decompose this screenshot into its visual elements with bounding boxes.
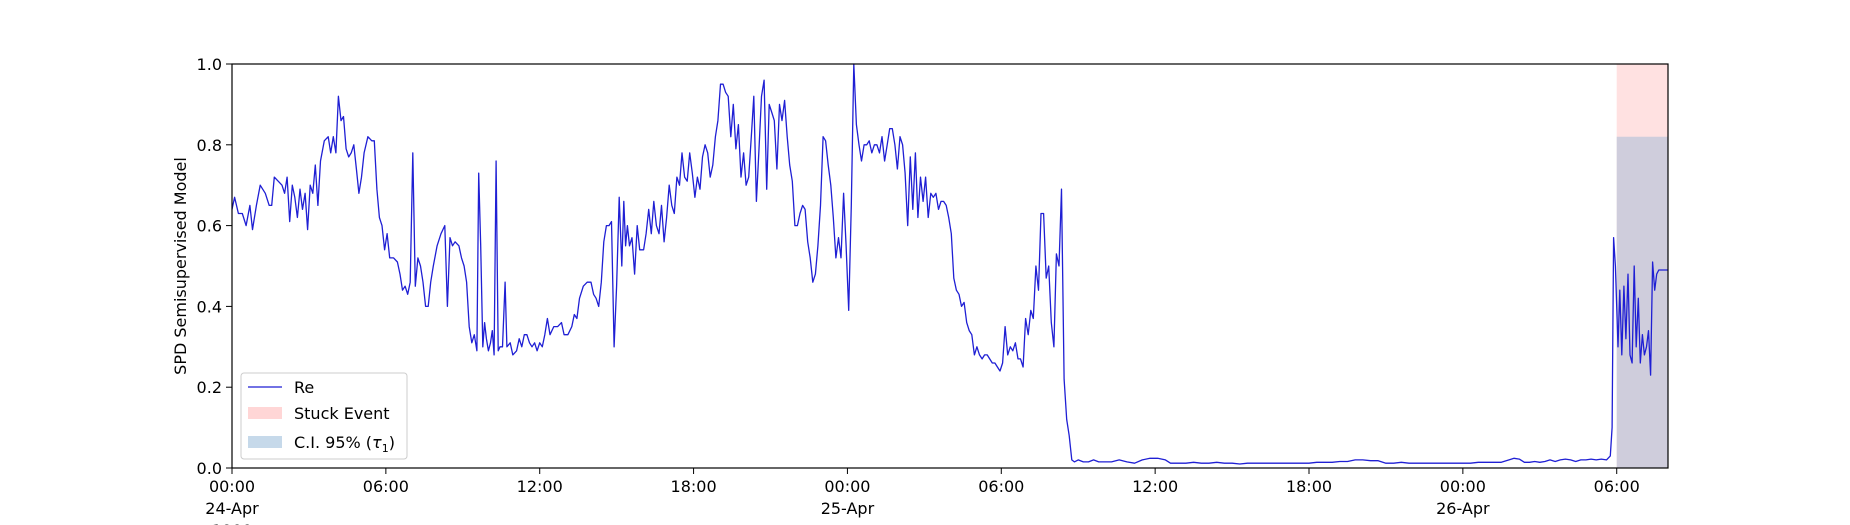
legend-label-ci-text: C.I. 95% ( (294, 433, 372, 452)
y-tick-label: 1.0 (197, 55, 222, 74)
x-tick-label: 00:00 (824, 477, 870, 496)
legend-label-ci-symbol: τ (372, 433, 382, 452)
x-tick-label: 06:00 (363, 477, 409, 496)
x-tick-label: 06:00 (978, 477, 1024, 496)
series-line-re (231, 63, 1668, 465)
x-tick-label: 18:00 (1286, 477, 1332, 496)
x-axis: 00:00 24-Apr 1900 06:00 12:00 18:00 00:00 25-Ap… (205, 468, 1640, 525)
legend-label-re: Re (294, 378, 314, 397)
region-ci-95 (1616, 136, 1668, 468)
x-tick-label: 06:00 (1594, 477, 1640, 496)
y-tick-label: 0.2 (197, 378, 222, 397)
x-tick-label: 12:00 (1132, 477, 1178, 496)
x-tick-label: 1900 (212, 521, 253, 525)
y-tick-label: 0.6 (197, 217, 222, 236)
legend: Re Stuck Event C.I. 95% (τ1) (240, 372, 408, 460)
legend-label-ci-subscript: 1 (382, 442, 389, 455)
gridless-plot (231, 63, 1668, 465)
x-tick-label: 00:00 (209, 477, 255, 496)
x-tick-label: 18:00 (671, 477, 717, 496)
x-tick-label: 26-Apr (1436, 499, 1490, 518)
x-tick-label: 00:00 (1440, 477, 1486, 496)
legend-label-ci: C.I. 95% (τ1) (294, 433, 395, 455)
y-tick-label: 0.4 (197, 297, 222, 316)
y-axis: 0.0 0.2 0.4 0.6 0.8 1.0 (197, 55, 232, 478)
legend-marker-stuck-event (248, 407, 282, 419)
legend-box (240, 372, 408, 460)
legend-label-stuck-event: Stuck Event (294, 404, 390, 423)
y-tick-label: 0.8 (197, 136, 222, 155)
legend-label-ci-close: ) (389, 433, 395, 452)
plot-frame (231, 63, 1669, 469)
y-tick-label: 0.0 (197, 459, 222, 478)
x-tick-label: 24-Apr (205, 499, 259, 518)
x-tick-label: 12:00 (517, 477, 563, 496)
legend-marker-ci (248, 436, 282, 448)
y-axis-label: SPD Semisupervised Model (171, 157, 190, 375)
x-tick-label: 25-Apr (821, 499, 875, 518)
regions (1616, 64, 1668, 468)
